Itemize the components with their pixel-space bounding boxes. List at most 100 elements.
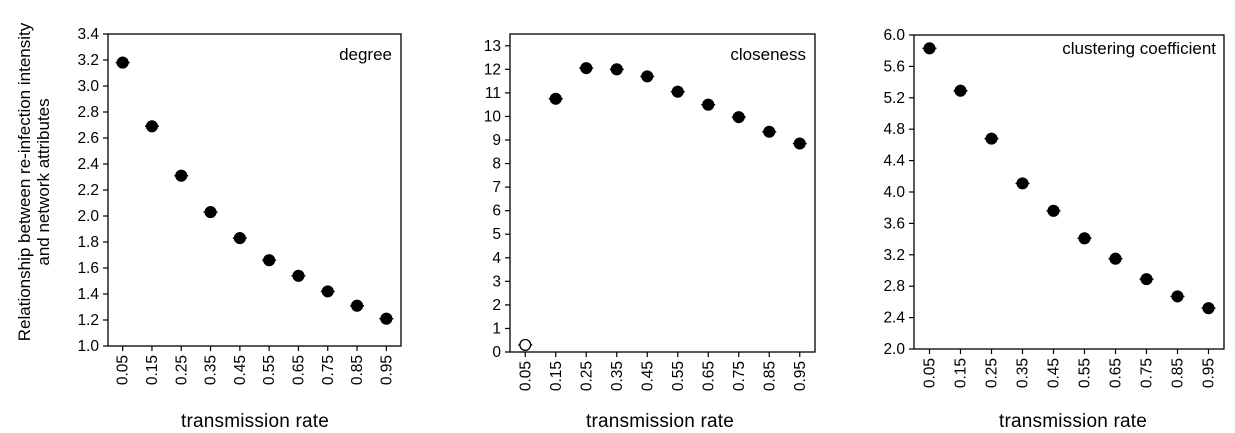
data-point-open: [519, 338, 532, 351]
x-tick-label: 0.85: [1170, 358, 1187, 388]
panel-degree: 1.0 1.2 1.4 1.6 1.8 2.0 2.2 2.4 2.6 2.8 3.0 3.2 3.4 0…: [77, 26, 402, 432]
x-tick-label: 0.25: [173, 355, 190, 385]
x-tick-label: 0.95: [792, 361, 809, 391]
y-tick-label: 7: [492, 179, 501, 196]
x-tick-label: 0.85: [761, 361, 778, 391]
y-tick-label: 1.4: [77, 286, 99, 303]
panel-clustering-coefficient: 2.0 2.4 2.8 3.2 3.6 4.0 4.4 4.8 5.2 5.6 6.0 0.05 0.1…: [883, 27, 1225, 432]
data-point: [263, 254, 276, 267]
y-tick-label: 4.8: [883, 121, 905, 138]
x-tick-label: 0.75: [1139, 358, 1156, 388]
data-point: [145, 120, 159, 133]
x-tick-label: 0.15: [144, 355, 161, 385]
x-tick-label: 0.65: [700, 361, 717, 391]
data-point: [671, 85, 684, 98]
data-point: [321, 285, 334, 298]
x-tick-label: 0.15: [953, 358, 970, 388]
x-tick-label: 0.65: [1108, 358, 1125, 388]
data-point: [292, 269, 305, 282]
x-tick-label: 0.55: [670, 361, 687, 391]
y-tick-label: 1.0: [77, 338, 99, 355]
x-tick-label: 0.45: [1046, 358, 1063, 388]
x-tick-label: 0.45: [232, 355, 249, 385]
data-point: [1047, 204, 1060, 217]
data-point: [1202, 302, 1215, 315]
y-tick-label: 2: [492, 297, 501, 314]
y-tick-label: 6: [492, 203, 501, 220]
y-tick-label: 2.2: [77, 182, 99, 199]
y-tick-label: 2.8: [883, 278, 905, 295]
panel-label: degree: [339, 45, 392, 64]
data-point: [175, 169, 188, 182]
x-tick-label: 0.95: [1201, 358, 1218, 388]
x-tick-label: 0.85: [349, 355, 366, 385]
x-tick-label: 0.55: [1077, 358, 1094, 388]
data-point: [1109, 252, 1122, 265]
x-tick-label: 0.25: [578, 361, 595, 391]
y-tick-label: 2.4: [883, 310, 905, 327]
y-tick-label: 5.6: [883, 58, 905, 75]
y-tick-label: 3: [492, 273, 501, 290]
x-tick-label: 0.25: [984, 358, 1001, 388]
x-tick-label: 0.55: [261, 355, 278, 385]
panel-label: closeness: [730, 45, 806, 64]
data-point: [985, 132, 998, 145]
data-point: [549, 92, 562, 105]
y-tick-label: 0: [492, 344, 501, 361]
data-point: [610, 63, 623, 76]
y-tick-label: 9: [492, 132, 501, 149]
y-tick-label: 3.4: [77, 26, 99, 43]
y-tick-label: 3.0: [77, 78, 99, 95]
data-point: [923, 42, 936, 55]
data-point: [1171, 290, 1184, 303]
y-tick-label: 2.0: [883, 341, 905, 358]
y-tick-label: 2.4: [77, 156, 99, 173]
y-tick-label: 4.4: [883, 153, 905, 170]
y-axis-title: Relationship between re-infection intens…: [15, 22, 53, 341]
panel-label: clustering coefficient: [1062, 39, 1216, 58]
plot-frame: [509, 33, 816, 353]
y-tick-label: 13: [484, 38, 501, 55]
x-tick-label: 0.95: [378, 355, 395, 385]
y-tick-label: 8: [492, 156, 501, 173]
data-point: [763, 125, 776, 138]
y-tick-label: 2.6: [77, 130, 99, 147]
y-tick-label: 2.8: [77, 104, 99, 121]
data-point: [1016, 177, 1029, 190]
data-point: [1078, 232, 1091, 245]
data-point: [641, 70, 654, 83]
x-tick-label: 0.05: [517, 361, 534, 391]
x-tick-label: 0.05: [922, 358, 939, 388]
x-tick-label: 0.05: [115, 355, 132, 385]
x-axis-title: transmission rate: [999, 411, 1147, 432]
y-tick-label: 1.8: [77, 234, 99, 251]
x-tick-label: 0.75: [320, 355, 337, 385]
y-tick-label: 5.2: [883, 90, 905, 107]
x-tick-label: 0.45: [639, 361, 656, 391]
data-point: [380, 312, 393, 325]
data-point: [954, 84, 967, 97]
data-point: [350, 299, 364, 312]
data-point: [1140, 273, 1153, 286]
data-point: [580, 62, 593, 75]
y-tick-label: 2.0: [77, 208, 99, 225]
x-tick-label: 0.75: [731, 361, 748, 391]
y-axis-title-line-1: Relationship between re-infection intens…: [15, 22, 34, 341]
y-tick-label: 4.0: [883, 184, 905, 201]
data-point: [793, 137, 806, 150]
y-tick-label: 1: [492, 320, 501, 337]
x-tick-label: 0.35: [203, 355, 220, 385]
x-tick-label: 0.35: [1015, 358, 1032, 388]
y-tick-label: 3.2: [77, 52, 99, 69]
x-tick-label: 0.15: [548, 361, 565, 391]
data-point: [204, 206, 217, 219]
y-tick-label: 3.6: [883, 215, 905, 232]
x-tick-label: 0.35: [609, 361, 626, 391]
y-tick-label: 5: [492, 226, 501, 243]
data-point: [116, 56, 129, 69]
data-point: [233, 232, 246, 245]
data-point: [702, 98, 715, 111]
plot-frame: [107, 33, 402, 347]
